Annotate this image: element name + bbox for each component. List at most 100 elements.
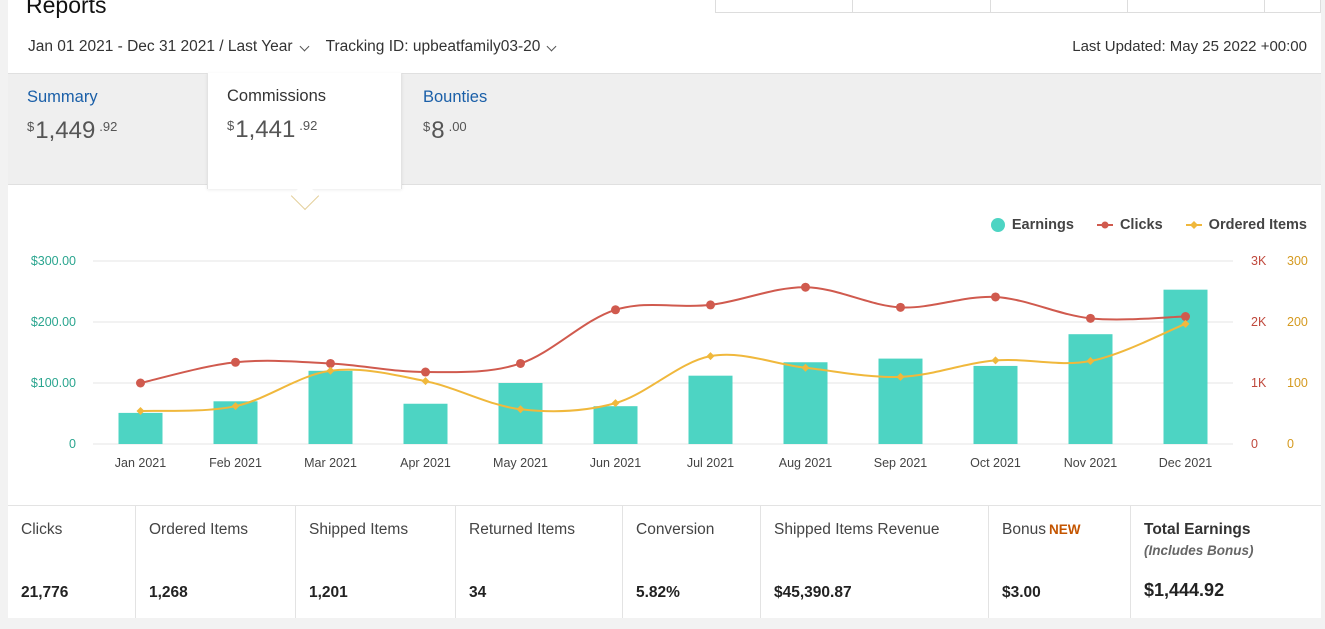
- currency-symbol: $: [27, 119, 35, 134]
- bar-earnings: [688, 375, 733, 444]
- legend-earnings[interactable]: Earnings: [990, 217, 1074, 233]
- chevron-down-icon: [299, 41, 310, 51]
- stat-value: 1,201: [309, 584, 348, 601]
- x-axis-tick: Oct 2021: [970, 456, 1021, 470]
- stat-label: Shipped Items Revenue: [774, 521, 940, 538]
- bar-earnings: [308, 370, 353, 444]
- y-axis-clicks-tick: 2K: [1251, 315, 1267, 329]
- point-ordered-items: [326, 366, 335, 375]
- y-axis-clicks-tick: 0: [1251, 437, 1258, 451]
- amount-whole: 8: [431, 117, 445, 144]
- y-axis-left-tick: $200.00: [31, 315, 76, 329]
- stat-value: 5.82%: [636, 584, 680, 601]
- stat-total-earnings: Total Earnings (Includes Bonus) $1,444.9…: [1131, 506, 1321, 618]
- tab-commissions[interactable]: Commissions $ 1,441 .92: [207, 73, 402, 189]
- tab-amount: $ 1,449 .92: [27, 117, 188, 145]
- point-ordered-items: [896, 372, 905, 381]
- y-axis-left-tick: $100.00: [31, 376, 76, 390]
- x-axis-tick: Feb 2021: [209, 456, 262, 470]
- stat-value: $3.00: [1002, 584, 1041, 601]
- y-axis-clicks-tick: 3K: [1251, 254, 1267, 268]
- point-ordered-items: [1181, 319, 1190, 328]
- legend-clicks[interactable]: Clicks: [1096, 217, 1163, 233]
- point-clicks: [1086, 313, 1095, 323]
- point-ordered-items: [136, 407, 145, 416]
- amount-whole: 1,449: [35, 117, 96, 144]
- y-axis-left-tick: $300.00: [31, 254, 76, 268]
- stat-label: Bonus NEW: [989, 521, 1130, 539]
- chevron-down-icon: [546, 41, 557, 51]
- point-clicks: [706, 300, 715, 310]
- x-axis-tick: May 2021: [493, 456, 548, 470]
- y-axis-left-tick: 0: [69, 437, 76, 451]
- amount-whole: 1,441: [235, 116, 296, 143]
- x-axis-tick: Nov 2021: [1064, 456, 1118, 470]
- point-ordered-items: [1086, 357, 1095, 366]
- point-ordered-items: [706, 352, 715, 361]
- tab-amount: $ 8 .00: [423, 117, 575, 145]
- circle-marker-icon: [990, 218, 1005, 232]
- toolbar-segment[interactable]: [853, 0, 991, 12]
- stat-shipped-items-revenue: Shipped Items Revenue $45,390.87: [761, 506, 989, 618]
- y-axis-clicks-tick: 1K: [1251, 376, 1267, 390]
- bar-earnings: [118, 412, 163, 444]
- point-ordered-items: [801, 363, 810, 372]
- stat-bonus: Bonus NEW $3.00: [989, 506, 1131, 618]
- legend-label: Earnings: [1011, 217, 1074, 233]
- legend-ordered-items[interactable]: Ordered Items: [1185, 217, 1307, 233]
- page-title: Reports: [26, 0, 107, 18]
- total-earnings-value: $1,444.92: [1144, 580, 1225, 600]
- stat-label: Returned Items: [469, 521, 575, 538]
- tab-summary[interactable]: Summary $ 1,449 .92: [8, 74, 207, 186]
- x-axis-tick: Aug 2021: [779, 456, 833, 470]
- x-axis-tick: Jul 2021: [687, 456, 734, 470]
- tab-label: Bounties: [423, 88, 488, 106]
- bar-earnings: [878, 358, 923, 444]
- stat-label: Conversion: [636, 521, 715, 538]
- amount-cents: .92: [299, 118, 318, 133]
- line-clicks: [140, 286, 1186, 384]
- point-ordered-items: [516, 405, 525, 414]
- point-clicks: [801, 282, 810, 292]
- tab-bounties[interactable]: Bounties $ 8 .00: [404, 74, 594, 186]
- bar-earnings: [498, 383, 543, 444]
- new-badge: NEW: [1048, 522, 1081, 537]
- currency-symbol: $: [227, 118, 235, 133]
- toolbar-segment[interactable]: [716, 0, 854, 12]
- last-updated: Last Updated: May 25 2022 +00:00: [1072, 38, 1307, 55]
- x-axis-tick: Sep 2021: [874, 456, 928, 470]
- point-ordered-items: [421, 377, 430, 386]
- line-ordered-items: [140, 322, 1186, 413]
- y-axis-ordered-tick: 100: [1287, 376, 1308, 390]
- report-tabs: Summary $ 1,449 .92 Commissions $ 1,441 …: [8, 73, 1321, 189]
- date-range-dropdown[interactable]: Jan 01 2021 - Dec 31 2021 / Last Year: [28, 38, 310, 56]
- stat-label: Shipped Items: [309, 521, 409, 538]
- stat-ordered-items: Ordered Items 1,268: [136, 506, 296, 618]
- tracking-id-dropdown[interactable]: Tracking ID: upbeatfamily03-20: [325, 38, 557, 56]
- toolbar-segment[interactable]: [1128, 0, 1266, 12]
- amount-cents: .92: [99, 119, 118, 134]
- stat-clicks: Clicks 21,776: [8, 506, 136, 618]
- top-toolbar: [715, 0, 1321, 13]
- point-clicks: [611, 305, 620, 315]
- point-clicks: [231, 357, 240, 367]
- toolbar-segment[interactable]: [1265, 0, 1320, 12]
- point-clicks: [516, 358, 525, 368]
- stat-conversion: Conversion 5.82%: [623, 506, 761, 618]
- point-clicks: [136, 378, 145, 388]
- stat-label: Ordered Items: [149, 521, 249, 538]
- x-axis-tick: Jun 2021: [590, 456, 641, 470]
- toolbar-segment[interactable]: [991, 0, 1129, 12]
- point-clicks: [896, 302, 905, 312]
- point-ordered-items: [611, 399, 620, 408]
- bar-earnings: [403, 403, 448, 444]
- filters: Jan 01 2021 - Dec 31 2021 / Last Year Tr…: [28, 38, 557, 56]
- line-marker-icon: [1096, 221, 1113, 229]
- tracking-id-label: Tracking ID: upbeatfamily03-20: [325, 38, 541, 55]
- legend-label: Ordered Items: [1208, 217, 1307, 233]
- point-clicks: [326, 358, 335, 368]
- x-axis-tick: Apr 2021: [400, 456, 451, 470]
- currency-symbol: $: [423, 119, 431, 134]
- point-clicks: [421, 367, 430, 377]
- tab-label: Summary: [27, 88, 98, 106]
